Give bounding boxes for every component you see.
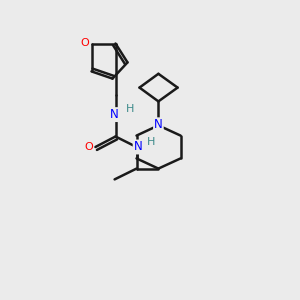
Text: H: H xyxy=(126,104,134,114)
Text: O: O xyxy=(84,142,93,152)
Text: O: O xyxy=(80,38,89,49)
Text: N: N xyxy=(134,140,142,154)
Text: H: H xyxy=(147,136,156,147)
Text: N: N xyxy=(110,108,118,121)
Text: N: N xyxy=(154,118,163,131)
